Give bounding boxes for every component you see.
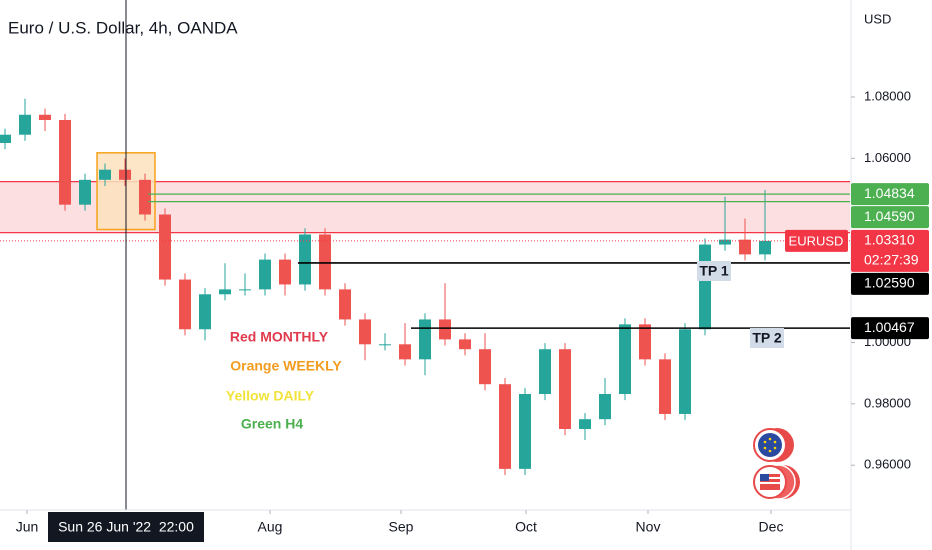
y-tick-label: 0.96000 [864,457,911,472]
candle-body [719,239,731,245]
candle-body [79,179,91,205]
candle-body [579,419,591,429]
price-tag [851,272,929,295]
candle-body [59,119,71,205]
candle-body [519,394,531,469]
price-tag [851,206,929,229]
candle-body [659,359,671,414]
price-tag [851,183,929,206]
y-tick-label: 1.06000 [864,150,911,165]
axis-unit: USD [864,11,891,26]
x-tick-label: Dec [759,519,784,535]
x-tick-label: Jun [16,519,39,535]
y-tick-label: 1.08000 [864,88,911,103]
chart-title: Euro / U.S. Dollar, 4h, OANDA [8,18,238,37]
candle-body [0,134,11,143]
axis-layer: 0.960000.980001.000001.040001.060001.080… [16,88,929,542]
candle-body [439,319,451,340]
candle-body [699,244,711,330]
candle-body [319,234,331,290]
candle-body [739,239,751,255]
price-tag [851,317,929,340]
candle-body [359,319,371,345]
price-tag-label: 1.04834 [864,185,915,201]
candle-body [339,289,351,320]
x-tick-label: Oct [515,519,537,535]
symbol-label: EURUSD [789,233,844,248]
candle-body [559,349,571,429]
candle-body [239,289,251,291]
crosshair-tag [48,512,204,542]
candle-body [539,349,551,395]
x-tick-label: Nov [636,519,661,535]
price-tag-label: 02:27:39 [864,252,919,268]
candle-body [299,234,311,285]
candle-body [99,169,111,180]
candle-body [599,394,611,420]
target-name: TP 1 [699,263,729,279]
candle-body [19,114,31,135]
target-tag [697,261,731,281]
candles-layer [0,98,771,476]
currency-icon [753,428,800,500]
price-tag-label: 1.00467 [864,319,915,335]
crosshair-label: Sun 26 Jun '22 22:00 [58,519,194,535]
candle-body [379,344,391,346]
price-tag [851,229,929,272]
candle-body [179,279,191,330]
candle-body [199,294,211,330]
candle-body [759,240,771,255]
candle-body [499,384,511,469]
symbol-tag [785,229,848,252]
candle-body [479,349,491,385]
candle-body [259,259,271,290]
price-tag-label: 1.04590 [864,208,915,224]
candle-body [279,259,291,285]
target-name: TP 2 [752,330,782,346]
candle-body [139,179,151,215]
annotation: Green H4 [241,416,303,432]
x-tick-label: Sep [389,519,414,535]
candle-body [679,329,691,414]
candle-body [119,169,131,180]
candle-body [619,324,631,395]
candle-body [459,339,471,350]
candle-body [639,324,651,360]
text-layer: TP 1 TP 2 Red MONTHLY Orange WEEKLY Yellow D… [226,261,784,432]
candle-body [219,289,231,295]
candle-body [419,319,431,360]
x-tick-label: Aug [258,519,283,535]
annotation: Orange WEEKLY [230,358,342,374]
price-tag-label: 1.02590 [864,275,915,291]
candle-body [399,344,411,360]
candle-body [39,114,51,120]
y-tick-label: 0.98000 [864,395,911,410]
price-tag-label: 1.03310 [864,232,915,248]
target-tag [750,328,784,348]
annotation: Yellow DAILY [226,388,315,404]
candle-body [159,214,171,280]
annotation: Red MONTHLY [230,329,329,345]
